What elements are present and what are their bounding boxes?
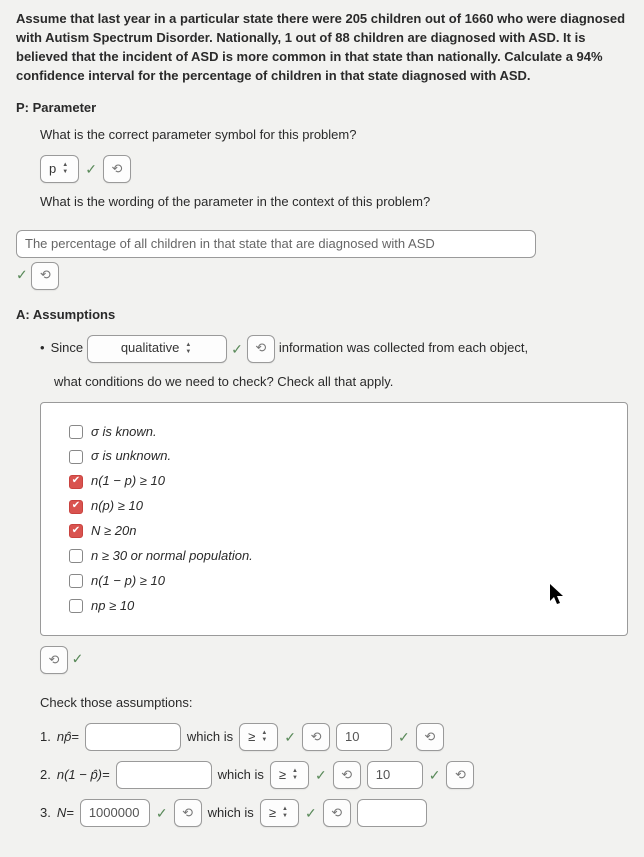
condition-option[interactable]: np ≥ 10 — [69, 597, 609, 616]
condition-label: σ is unknown. — [91, 447, 171, 466]
checkbox[interactable]: ✔ — [69, 524, 83, 538]
check-icon: ✓ — [284, 727, 296, 747]
stepper-icon — [60, 161, 70, 177]
n-value-input[interactable]: 1000000 — [80, 799, 150, 827]
retry-icon[interactable]: ⟲ — [302, 723, 330, 751]
row-number: 1. — [40, 728, 51, 747]
check-icon: ✓ — [156, 803, 168, 823]
conditions-box: σ is known. σ is unknown. ✔ n(1 − p) ≥ 10 ✔ n… — [40, 402, 628, 637]
condition-label: n(p) ≥ 10 — [91, 497, 143, 516]
condition-label: n ≥ 30 or normal population. — [91, 547, 253, 566]
checkbox[interactable] — [69, 549, 83, 563]
retry-icon[interactable]: ⟲ — [103, 155, 131, 183]
retry-icon[interactable]: ⟲ — [446, 761, 474, 789]
parameter-q1: What is the correct parameter symbol for… — [40, 126, 628, 145]
condition-option[interactable]: n ≥ 30 or normal population. — [69, 547, 609, 566]
comparison-select[interactable]: ≥ — [260, 799, 299, 827]
which-label: which is — [187, 728, 233, 747]
stepper-icon — [259, 729, 269, 745]
check-icon: ✓ — [305, 803, 317, 823]
which-label: which is — [218, 766, 264, 785]
problem-statement: Assume that last year in a particular st… — [16, 10, 628, 85]
parameter-symbol-value: p — [49, 160, 56, 179]
condition-option[interactable]: σ is known. — [69, 423, 609, 442]
comparison-select[interactable]: ≥ — [239, 723, 278, 751]
parameter-heading: P: Parameter — [16, 99, 628, 118]
check-icon: ✓ — [16, 266, 28, 282]
checkbox[interactable] — [69, 599, 83, 613]
stepper-icon — [290, 767, 300, 783]
comparison-value: ≥ — [279, 766, 286, 785]
condition-label: np ≥ 10 — [91, 597, 134, 616]
condition-option[interactable]: ✔ N ≥ 20n — [69, 522, 609, 541]
n1p-input[interactable] — [116, 761, 212, 789]
check-icon: ✓ — [315, 765, 327, 785]
retry-icon[interactable]: ⟲ — [333, 761, 361, 789]
condition-label: n(1 − p) ≥ 10 — [91, 572, 165, 591]
which-label: which is — [208, 804, 254, 823]
checkbox[interactable] — [69, 425, 83, 439]
threshold-input[interactable]: 10 — [336, 723, 392, 751]
np-input[interactable] — [85, 723, 181, 751]
check-icon: ✓ — [231, 339, 243, 359]
checkbox[interactable]: ✔ — [69, 475, 83, 489]
since-tail: information was collected from each obje… — [279, 339, 528, 358]
retry-icon[interactable]: ⟲ — [31, 262, 59, 290]
condition-label: n(1 − p) ≥ 10 — [91, 472, 165, 491]
parameter-answer-input[interactable]: The percentage of all children in that s… — [16, 230, 536, 258]
row-number: 2. — [40, 766, 51, 785]
retry-icon[interactable]: ⟲ — [40, 646, 68, 674]
row-lhs: np̂= — [57, 728, 79, 747]
condition-option[interactable]: ✔ n(p) ≥ 10 — [69, 497, 609, 516]
assumption-row-2: 2. n(1 − p̂)= which is ≥ ✓ ⟲ 10 ✓ ⟲ — [40, 761, 628, 789]
check-icon: ✓ — [429, 765, 441, 785]
checkbox[interactable]: ✔ — [69, 500, 83, 514]
comparison-value: ≥ — [269, 804, 276, 823]
threshold-input[interactable] — [357, 799, 427, 827]
checkbox[interactable] — [69, 450, 83, 464]
assumption-row-1: 1. np̂= which is ≥ ✓ ⟲ 10 ✓ ⟲ — [40, 723, 628, 751]
row-number: 3. — [40, 804, 51, 823]
condition-option[interactable]: n(1 − p) ≥ 10 — [69, 572, 609, 591]
stepper-icon — [280, 805, 290, 821]
retry-icon[interactable]: ⟲ — [174, 799, 202, 827]
condition-option[interactable]: ✔ n(1 − p) ≥ 10 — [69, 472, 609, 491]
retry-icon[interactable]: ⟲ — [323, 799, 351, 827]
retry-icon[interactable]: ⟲ — [247, 335, 275, 363]
data-type-value: qualitative — [121, 339, 180, 358]
check-assumptions-heading: Check those assumptions: — [40, 694, 628, 713]
comparison-select[interactable]: ≥ — [270, 761, 309, 789]
data-type-select[interactable]: qualitative — [87, 335, 227, 363]
check-icon: ✓ — [72, 651, 84, 667]
condition-option[interactable]: σ is unknown. — [69, 447, 609, 466]
parameter-symbol-select[interactable]: p — [40, 155, 79, 183]
assumption-row-3: 3. N= 1000000 ✓ ⟲ which is ≥ ✓ ⟲ — [40, 799, 628, 827]
condition-label: σ is known. — [91, 423, 157, 442]
row-lhs: N= — [57, 804, 74, 823]
check-icon: ✓ — [398, 727, 410, 747]
threshold-input[interactable]: 10 — [367, 761, 423, 789]
parameter-q2: What is the wording of the parameter in … — [40, 193, 628, 212]
check-icon: ✓ — [85, 159, 97, 179]
stepper-icon — [183, 341, 193, 357]
cursor-icon — [549, 583, 567, 605]
since-label: Since — [51, 339, 84, 358]
comparison-value: ≥ — [248, 728, 255, 747]
retry-icon[interactable]: ⟲ — [416, 723, 444, 751]
conditions-question: what conditions do we need to check? Che… — [54, 373, 628, 392]
assumptions-heading: A: Assumptions — [16, 306, 628, 325]
checkbox[interactable] — [69, 574, 83, 588]
condition-label: N ≥ 20n — [91, 522, 136, 541]
row-lhs: n(1 − p̂)= — [57, 766, 110, 785]
